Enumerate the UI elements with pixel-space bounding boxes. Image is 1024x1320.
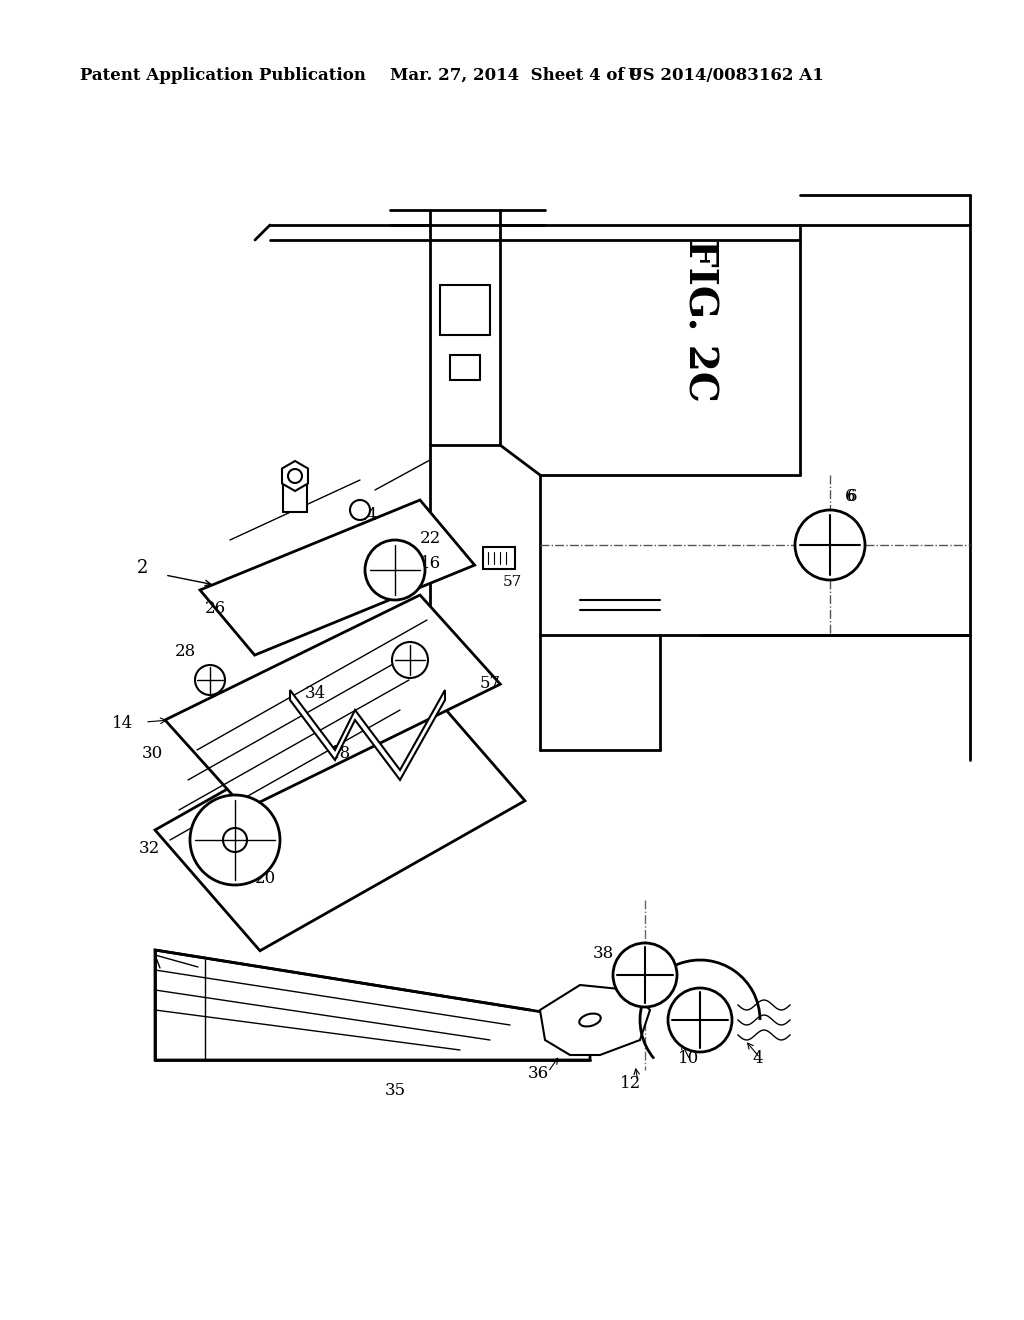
Text: FIG. 2C: FIG. 2C — [680, 239, 718, 401]
Circle shape — [350, 500, 370, 520]
Ellipse shape — [580, 1014, 601, 1027]
Text: 34: 34 — [305, 685, 327, 702]
Circle shape — [668, 987, 732, 1052]
Text: 2: 2 — [136, 558, 148, 577]
Text: 18: 18 — [330, 744, 351, 762]
Polygon shape — [200, 500, 475, 655]
Text: 4: 4 — [752, 1049, 763, 1067]
Text: 38: 38 — [593, 945, 614, 962]
Circle shape — [288, 469, 302, 483]
Bar — [483, 546, 515, 569]
Circle shape — [190, 795, 280, 884]
Text: 24: 24 — [357, 507, 378, 524]
Text: 6: 6 — [847, 488, 857, 506]
Text: 32: 32 — [138, 840, 160, 857]
Text: 28: 28 — [175, 643, 197, 660]
Circle shape — [613, 942, 677, 1007]
Text: 22: 22 — [420, 531, 441, 546]
Polygon shape — [290, 690, 445, 780]
Polygon shape — [155, 950, 590, 1060]
Text: US 2014/0083162 A1: US 2014/0083162 A1 — [628, 66, 823, 83]
Polygon shape — [165, 595, 501, 809]
Text: 6: 6 — [845, 488, 855, 506]
Text: Patent Application Publication: Patent Application Publication — [80, 66, 366, 83]
Text: 26: 26 — [205, 601, 226, 616]
Polygon shape — [155, 680, 525, 950]
Circle shape — [365, 540, 425, 601]
Text: 36: 36 — [527, 1065, 549, 1082]
Polygon shape — [540, 985, 650, 1055]
Circle shape — [795, 510, 865, 579]
Text: Mar. 27, 2014  Sheet 4 of 9: Mar. 27, 2014 Sheet 4 of 9 — [390, 66, 642, 83]
Text: 10: 10 — [678, 1049, 699, 1067]
Text: 57: 57 — [503, 576, 522, 589]
Text: 57: 57 — [480, 675, 501, 692]
Bar — [283, 480, 307, 512]
Circle shape — [195, 665, 225, 696]
Polygon shape — [282, 461, 308, 491]
Text: 30: 30 — [141, 744, 163, 762]
Circle shape — [223, 828, 247, 851]
Text: 35: 35 — [384, 1082, 406, 1100]
Text: 20: 20 — [255, 870, 276, 887]
Text: 16: 16 — [420, 554, 441, 572]
Text: 14: 14 — [112, 715, 133, 733]
Text: 12: 12 — [620, 1074, 641, 1092]
Circle shape — [392, 642, 428, 678]
Text: 8: 8 — [698, 987, 709, 1005]
